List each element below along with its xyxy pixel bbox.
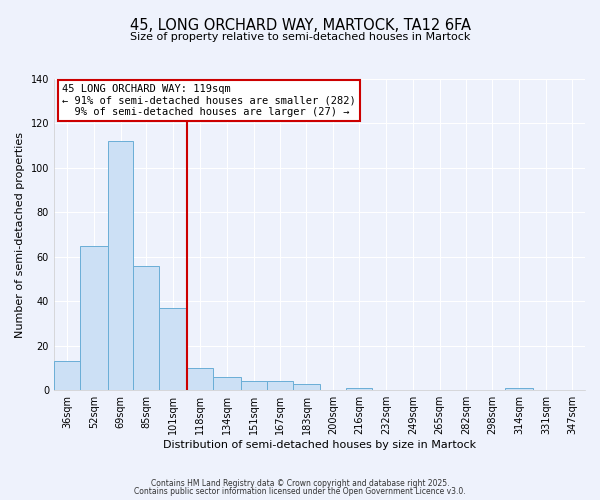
Bar [213,377,241,390]
Text: Size of property relative to semi-detached houses in Martock: Size of property relative to semi-detach… [130,32,470,42]
X-axis label: Distribution of semi-detached houses by size in Martock: Distribution of semi-detached houses by … [163,440,476,450]
Text: Contains public sector information licensed under the Open Government Licence v3: Contains public sector information licen… [134,487,466,496]
Text: 45 LONG ORCHARD WAY: 119sqm
← 91% of semi-detached houses are smaller (282)
  9%: 45 LONG ORCHARD WAY: 119sqm ← 91% of sem… [62,84,356,117]
Text: Contains HM Land Registry data © Crown copyright and database right 2025.: Contains HM Land Registry data © Crown c… [151,478,449,488]
Bar [241,382,266,390]
Bar [54,362,80,390]
Bar [187,368,213,390]
Bar [505,388,533,390]
Bar [293,384,320,390]
Bar [160,308,187,390]
Y-axis label: Number of semi-detached properties: Number of semi-detached properties [15,132,25,338]
Bar [346,388,372,390]
Text: 45, LONG ORCHARD WAY, MARTOCK, TA12 6FA: 45, LONG ORCHARD WAY, MARTOCK, TA12 6FA [130,18,470,32]
Bar [266,382,293,390]
Bar [133,266,160,390]
Bar [80,246,107,390]
Bar [107,141,133,390]
